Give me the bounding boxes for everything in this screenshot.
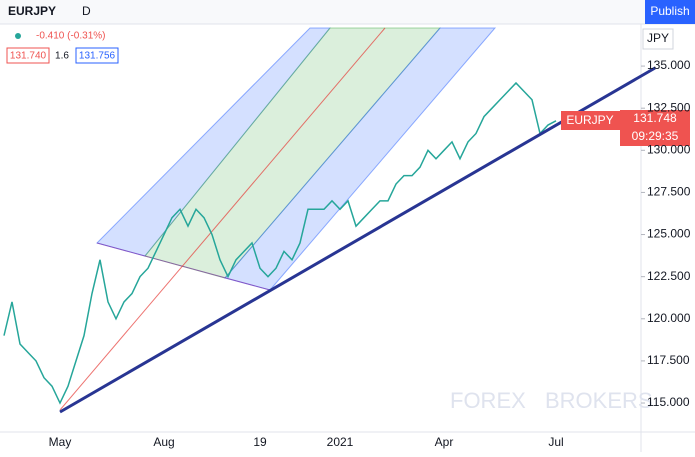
- y-tick-label: 127.500: [647, 185, 691, 199]
- y-tick-label: 132.500: [647, 100, 691, 114]
- price-tag: [620, 110, 690, 146]
- symbol-tag: [561, 111, 620, 130]
- x-tick-label: Jul: [548, 435, 563, 449]
- publish-button[interactable]: [645, 0, 695, 24]
- price: 131.748: [633, 111, 677, 125]
- x-tick-label: 19: [253, 435, 267, 449]
- currency: JPY: [647, 31, 669, 45]
- y-tick-label: 135.000: [647, 58, 691, 72]
- symbol-tag-label: EURJPY: [566, 113, 613, 127]
- watermark: BROKERS: [545, 388, 653, 413]
- plot: [3, 81, 557, 405]
- x-tick-label: Aug: [153, 435, 174, 449]
- median-line: [59, 27, 386, 411]
- y-tick-label: 120.000: [647, 311, 691, 325]
- x-tick-label: 2021: [327, 435, 354, 449]
- spread: 1.6: [55, 51, 69, 62]
- ask-box[interactable]: [75, 47, 119, 64]
- countdown: 09:29:35: [632, 129, 679, 143]
- toolbar: [0, 0, 695, 24]
- pitchfork-base: [96, 242, 271, 291]
- y-tick-label: 122.500: [647, 269, 691, 283]
- bid: 131.740: [10, 51, 47, 62]
- currency-box[interactable]: [642, 28, 674, 50]
- y-tick-label: 115.000: [647, 395, 690, 409]
- price-line: [3, 81, 557, 405]
- ask: 131.756: [79, 51, 116, 62]
- interval[interactable]: D: [82, 4, 91, 18]
- publish-label[interactable]: Publish: [650, 4, 689, 18]
- x-tick-label: Apr: [435, 435, 454, 449]
- status-dot: [15, 33, 21, 39]
- symbol[interactable]: EURJPY: [8, 4, 56, 18]
- x-tick-label: May: [49, 435, 72, 449]
- y-tick-label: 130.000: [647, 142, 691, 156]
- watermark: FOREX: [450, 388, 526, 413]
- change: -0.410 (-0.31%): [36, 31, 105, 42]
- y-tick-label: 117.500: [647, 353, 690, 367]
- trend-line: [59, 66, 656, 414]
- bid-box[interactable]: [6, 47, 50, 64]
- y-tick-label: 125.000: [647, 227, 691, 241]
